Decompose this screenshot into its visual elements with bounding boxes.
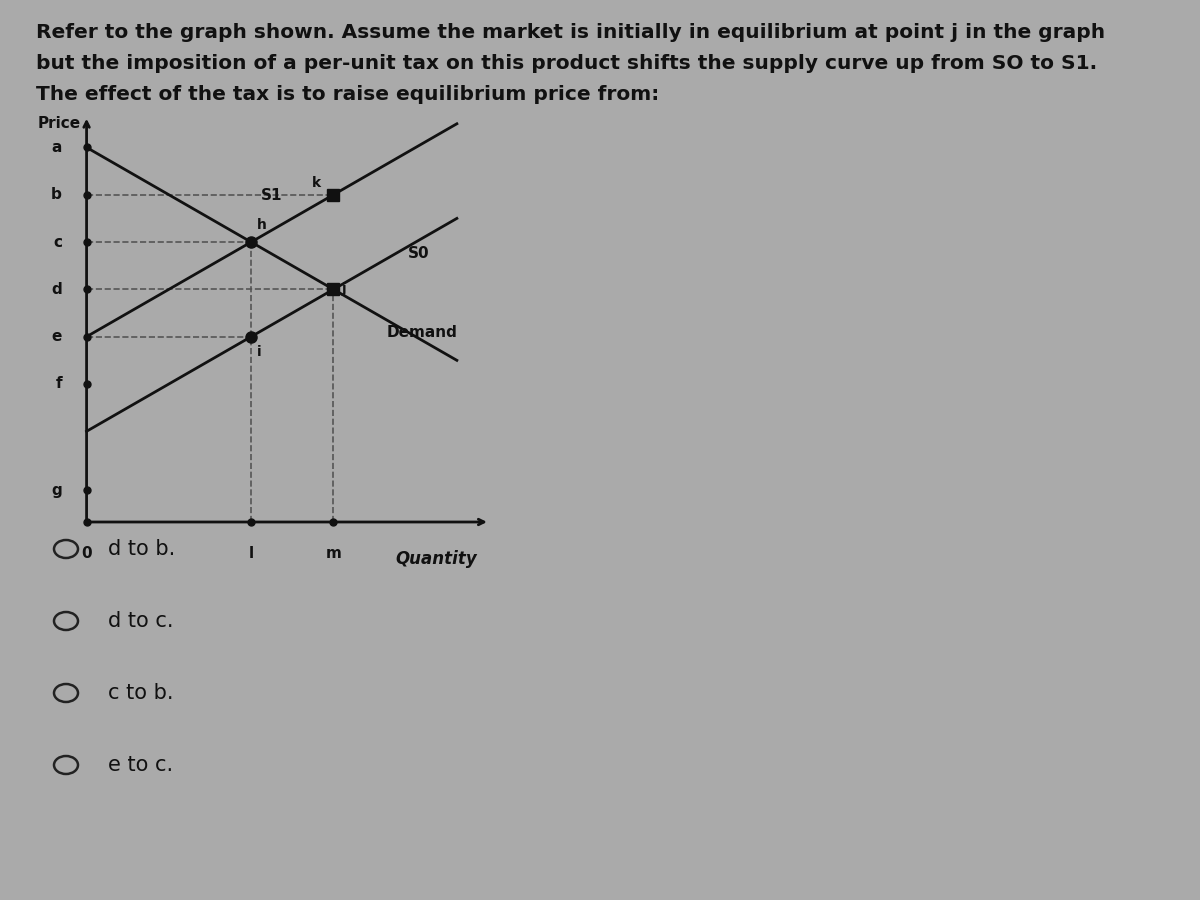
Text: h: h xyxy=(257,218,268,232)
Text: k: k xyxy=(312,176,322,190)
Text: S1: S1 xyxy=(260,188,282,203)
Text: Refer to the graph shown. Assume the market is initially in equilibrium at point: Refer to the graph shown. Assume the mar… xyxy=(36,22,1105,41)
Text: The effect of the tax is to raise equilibrium price from:: The effect of the tax is to raise equili… xyxy=(36,86,659,104)
Text: d to b.: d to b. xyxy=(108,539,175,559)
Text: a: a xyxy=(52,140,62,155)
Text: Demand: Demand xyxy=(386,325,457,340)
Text: j: j xyxy=(342,283,347,296)
Text: Quantity: Quantity xyxy=(396,550,478,568)
Text: c: c xyxy=(53,235,62,249)
Text: S0: S0 xyxy=(408,247,430,261)
Text: Price: Price xyxy=(37,116,80,130)
Text: c to b.: c to b. xyxy=(108,683,174,703)
Text: i: i xyxy=(257,345,262,358)
Text: but the imposition of a per-unit tax on this product shifts the supply curve up : but the imposition of a per-unit tax on … xyxy=(36,54,1097,73)
Text: l: l xyxy=(248,545,253,561)
Text: f: f xyxy=(55,376,62,392)
Text: 0: 0 xyxy=(82,545,92,561)
Text: d: d xyxy=(52,282,62,297)
Text: d to c.: d to c. xyxy=(108,611,174,631)
Text: g: g xyxy=(52,483,62,498)
Text: m: m xyxy=(325,545,341,561)
Text: e to c.: e to c. xyxy=(108,755,173,775)
Text: b: b xyxy=(52,187,62,202)
Text: e: e xyxy=(52,329,62,344)
